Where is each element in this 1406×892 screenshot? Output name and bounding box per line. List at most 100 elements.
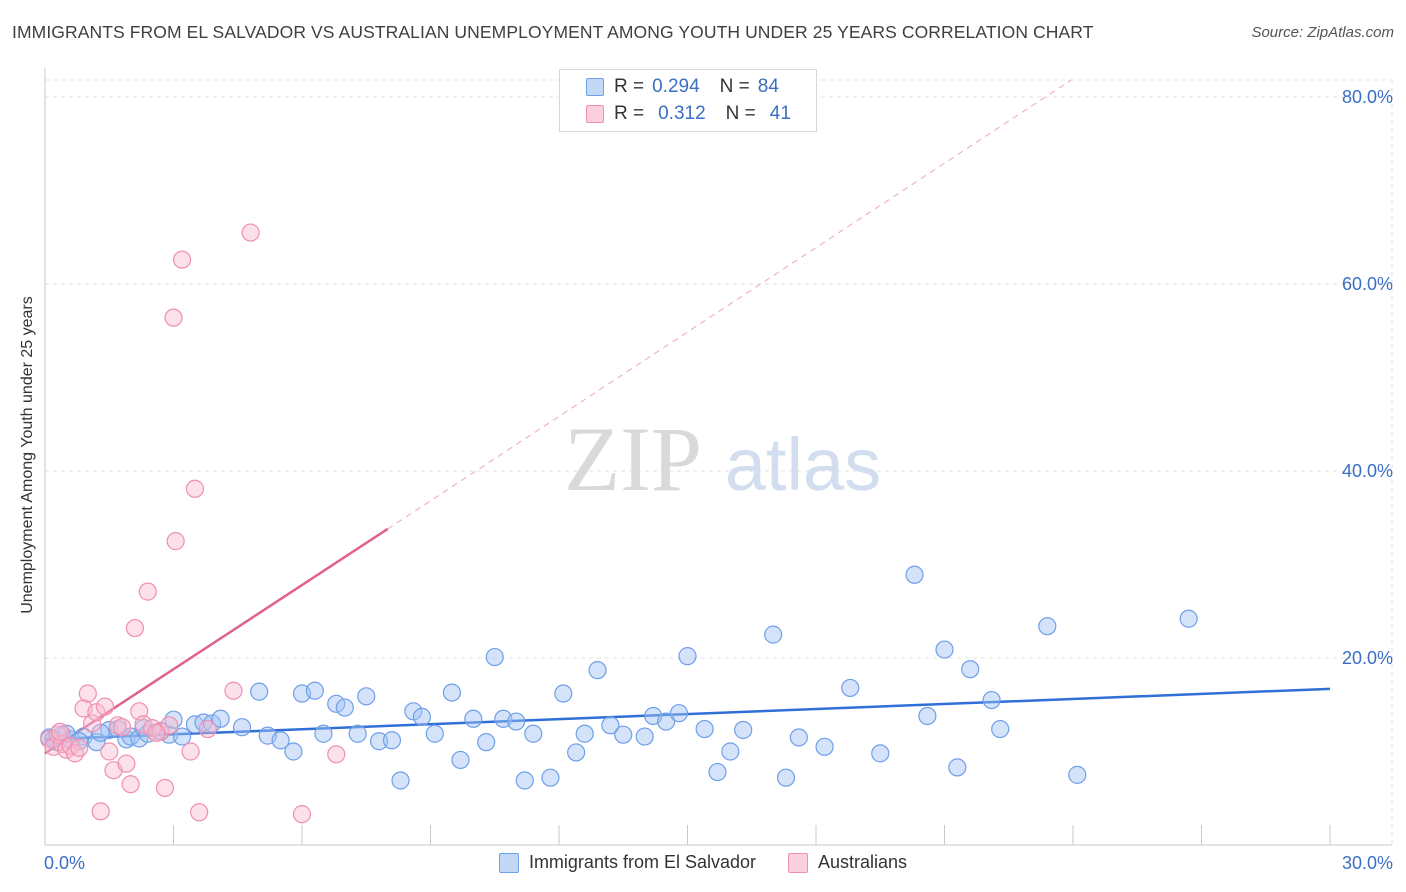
point-el-salvador xyxy=(669,704,689,723)
point-australians xyxy=(164,308,183,327)
point-el-salvador xyxy=(232,718,252,737)
point-el-salvador xyxy=(554,684,573,703)
data-points xyxy=(40,223,1198,824)
point-australians xyxy=(50,722,70,741)
point-el-salvador xyxy=(721,742,740,761)
point-el-salvador xyxy=(211,709,230,728)
point-el-salvador xyxy=(485,647,504,667)
y-tick-label: 60.0% xyxy=(1342,274,1393,294)
legend-n-label: N = xyxy=(725,103,756,124)
bottom-legend-swatch-blue xyxy=(498,852,519,873)
legend-n-value: 84 xyxy=(757,76,779,97)
point-australians xyxy=(70,738,89,757)
point-el-salvador xyxy=(575,724,594,743)
point-el-salvador xyxy=(764,625,783,644)
point-australians xyxy=(117,754,136,773)
point-australians xyxy=(172,250,192,269)
point-el-salvador xyxy=(991,719,1010,739)
point-el-salvador xyxy=(734,720,753,740)
point-el-salvador xyxy=(464,709,483,728)
point-el-salvador xyxy=(678,647,697,666)
trend-line-australians-extended xyxy=(387,79,1072,530)
point-el-salvador xyxy=(425,724,444,743)
point-australians xyxy=(121,775,140,794)
point-el-salvador xyxy=(905,565,924,584)
point-australians xyxy=(190,803,209,822)
point-el-salvador xyxy=(1179,609,1198,628)
legend-row-australians: R = 0.312 N = 41 xyxy=(586,102,791,126)
point-el-salvador xyxy=(451,750,470,770)
point-el-salvador xyxy=(1068,765,1087,784)
point-el-salvador xyxy=(271,731,290,750)
bottom-legend-label: Immigrants from El Salvador xyxy=(528,852,757,872)
chart-title: IMMIGRANTS FROM EL SALVADOR VS AUSTRALIA… xyxy=(12,22,1094,42)
point-el-salvador xyxy=(284,742,303,761)
point-el-salvador xyxy=(507,712,526,731)
bottom-legend: Immigrants from El Salvador Australians xyxy=(0,852,1406,873)
point-australians xyxy=(95,697,115,716)
point-australians xyxy=(112,718,132,737)
point-el-salvador xyxy=(412,707,432,727)
legend-swatch-blue xyxy=(586,78,604,96)
legend-r-label: R = xyxy=(614,76,645,97)
point-el-salvador xyxy=(172,727,192,746)
point-el-salvador xyxy=(815,737,834,756)
bottom-legend-swatch-pink xyxy=(788,852,809,873)
bottom-legend-item-australians: Australians xyxy=(788,852,907,873)
point-el-salvador xyxy=(524,724,543,743)
point-el-salvador xyxy=(1038,617,1057,636)
point-el-salvador xyxy=(442,683,462,702)
point-el-salvador xyxy=(695,719,714,739)
point-el-salvador xyxy=(567,743,586,762)
point-el-salvador xyxy=(871,744,890,763)
legend-swatch-pink xyxy=(586,105,604,123)
point-el-salvador xyxy=(635,727,654,746)
point-el-salvador xyxy=(935,640,954,659)
axes xyxy=(44,68,1392,846)
point-el-salvador xyxy=(588,661,607,680)
watermark-atlas: atlas xyxy=(725,423,881,506)
source-label: Source: ZipAtlas.com xyxy=(1251,24,1394,41)
point-el-salvador xyxy=(776,768,796,787)
point-australians xyxy=(181,742,200,761)
y-tick-label: 20.0% xyxy=(1342,648,1393,668)
point-el-salvador xyxy=(357,687,376,706)
point-el-salvador xyxy=(335,698,354,717)
legend-r-label: R = xyxy=(614,103,645,124)
legend-r-value: 0.294 xyxy=(652,76,700,97)
bottom-legend-label: Australians xyxy=(818,852,908,872)
y-tick-label: 80.0% xyxy=(1342,87,1393,107)
point-el-salvador xyxy=(708,762,727,782)
point-australians xyxy=(185,479,205,498)
point-australians xyxy=(147,723,166,742)
point-el-salvador xyxy=(541,768,560,787)
tick-labels: 20.0% 40.0% 60.0% 80.0% 0.0% 30.0% xyxy=(44,87,1393,873)
point-el-salvador xyxy=(656,712,676,731)
legend-n-value: 41 xyxy=(769,103,791,124)
legend: R = 0.294 N = 84 R = 0.312 N = 41 xyxy=(559,69,817,132)
point-el-salvador xyxy=(948,758,967,777)
point-australians xyxy=(138,582,157,601)
bottom-legend-item-el-salvador: Immigrants from El Salvador xyxy=(498,852,757,873)
legend-n-label: N = xyxy=(719,76,750,97)
point-australians xyxy=(292,805,312,824)
point-australians xyxy=(198,719,217,739)
point-el-salvador xyxy=(961,660,980,679)
point-el-salvador xyxy=(250,682,269,701)
point-australians xyxy=(327,745,346,764)
y-tick-label: 40.0% xyxy=(1342,461,1393,481)
point-el-salvador xyxy=(601,716,620,735)
point-el-salvador xyxy=(614,725,633,744)
point-australians xyxy=(91,802,110,821)
point-el-salvador xyxy=(348,724,367,743)
point-el-salvador xyxy=(982,690,1001,710)
point-el-salvador xyxy=(477,733,496,752)
legend-row-el-salvador: R = 0.294 N = 84 xyxy=(586,75,779,99)
x-tick-label-max: 30.0% xyxy=(1342,853,1393,873)
x-tick-label-min: 0.0% xyxy=(44,853,85,873)
watermark-zip: ZIP xyxy=(564,408,702,510)
point-el-salvador xyxy=(382,731,402,750)
point-australians xyxy=(166,532,185,551)
point-el-salvador xyxy=(841,678,860,698)
